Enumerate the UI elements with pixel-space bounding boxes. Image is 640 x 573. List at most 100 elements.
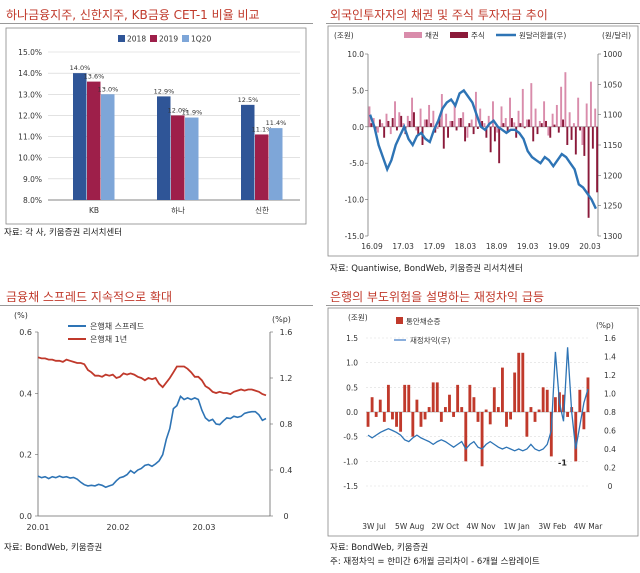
y-tick-label: -5.0 <box>349 159 364 168</box>
stock-bar-11 <box>417 126 420 136</box>
y-tick-label: 12.0% <box>18 111 42 120</box>
x-tick-label: 20.03 <box>579 242 601 251</box>
y-tick-label: 0.4 <box>19 389 32 398</box>
y-tick-label: -0.5 <box>343 433 358 442</box>
flow-bar-2 <box>374 412 378 417</box>
bond-bar-50 <box>581 126 584 145</box>
flow-bar-29 <box>484 409 488 412</box>
stock-bar-22 <box>464 126 467 142</box>
bond-bar-6 <box>394 101 396 127</box>
plot-frame <box>327 307 639 537</box>
y2-tick-label: 1.0 <box>604 390 616 399</box>
flow-bar-23 <box>460 407 464 412</box>
stock-bar-19 <box>451 120 454 127</box>
bond-bar-24 <box>470 119 473 127</box>
stock-bar-51 <box>587 126 590 218</box>
y2-tick-label: 1.6 <box>604 334 616 343</box>
flow-bar-5 <box>386 384 390 412</box>
bond-bar-51 <box>585 103 588 127</box>
y-tick-label: -1.5 <box>343 482 358 491</box>
y2-tick-label: 1.4 <box>604 353 616 362</box>
flow-bar-40 <box>529 407 533 412</box>
bond-bar-23 <box>466 126 469 138</box>
plot-frame <box>327 25 639 257</box>
y-tick-label: 0.2 <box>19 451 32 460</box>
legend-swatch-stock <box>450 32 468 38</box>
flow-bar-30 <box>488 412 492 425</box>
bar-2019-0 <box>87 81 101 200</box>
bond-bar-46 <box>564 72 567 127</box>
left-axis-label: (조원) <box>348 313 368 322</box>
bond-bar-18 <box>445 113 448 127</box>
bond-bar-0 <box>368 106 371 127</box>
flow-bar-45 <box>549 412 553 457</box>
stock-bar-24 <box>472 126 475 135</box>
x-tick-label: 17.03 <box>392 242 414 251</box>
bank-spread-line <box>37 395 267 489</box>
x-tick-label: 4W Nov <box>466 522 496 531</box>
bond-bar-31 <box>500 106 503 127</box>
flow-bar-20 <box>448 394 451 412</box>
stock-bar-2 <box>378 119 381 127</box>
x-tick-label: 2W Oct <box>432 522 460 531</box>
legend-label-yield: 은행채 1년 <box>90 334 127 344</box>
flow-bar-24 <box>464 412 468 462</box>
bar-1Q20-0 <box>101 94 115 200</box>
flow-bar-18 <box>439 412 443 422</box>
flow-bar-17 <box>435 382 439 412</box>
flow-bar-0 <box>366 412 370 427</box>
stock-bar-30 <box>498 126 501 164</box>
stock-bar-37 <box>528 119 530 127</box>
y2-tick-label: 1250 <box>603 202 622 211</box>
x-tick-label: 16.09 <box>361 242 383 251</box>
stock-bar-13 <box>425 119 428 127</box>
y-tick-label: 10.0% <box>18 154 42 163</box>
legend-swatch-2019 <box>150 35 157 42</box>
x-tick-label: 신한 <box>255 206 269 215</box>
flow-bar-33 <box>501 367 504 412</box>
y2-tick-label: 1.6 <box>280 328 293 337</box>
stock-bar-38 <box>532 126 535 142</box>
y2-tick-label: 1200 <box>603 171 622 180</box>
flow-bar-4 <box>382 412 386 422</box>
x-tick-label: 19.09 <box>548 242 570 251</box>
data-label: 11.9% <box>182 109 203 117</box>
y-tick-label: -1.0 <box>343 457 358 466</box>
flow-bar-14 <box>423 412 427 420</box>
fx-line <box>368 88 597 210</box>
stock-bar-0 <box>370 123 373 127</box>
x-tick-label: 3W Jul <box>362 522 386 531</box>
bond-bar-7 <box>398 112 401 127</box>
left-axis-label: (%) <box>14 311 28 320</box>
data-label: 11.4% <box>266 119 287 127</box>
right-axis-label: (%p) <box>596 321 614 330</box>
flow-bar-28 <box>480 412 484 467</box>
legend-label-1Q20: 1Q20 <box>191 35 211 44</box>
stock-bar-42 <box>549 126 552 138</box>
stock-bar-3 <box>383 126 386 138</box>
flow-bar-13 <box>419 412 423 427</box>
panel1-source: 자료: 각 사, 키움증권 리서치센터 <box>4 228 123 238</box>
panel4-note: 주: 재정차익 = 한미간 6개월 금리차이 - 6개월 스왑레이트 <box>330 557 540 567</box>
foreign-flows-chart: (조원) (원/달러) 채권 주식 원달러환율(우) 10.0 5.0 0.0 -5.0 -10.… <box>327 25 639 257</box>
bond-bar-40 <box>538 120 541 127</box>
y-tick-label: 0.5 <box>346 383 358 392</box>
flow-bar-1 <box>370 397 374 412</box>
bond-bar-12 <box>419 108 422 127</box>
stock-bar-5 <box>391 118 394 127</box>
legend-label-spread: 은행채 스프레드 <box>90 321 144 331</box>
flow-bar-42 <box>537 409 541 412</box>
bond-bar-44 <box>555 104 558 127</box>
y-tick-label: 10.0 <box>347 50 364 59</box>
legend-label-2018: 2018 <box>127 35 146 44</box>
y-tick-label: 0.0 <box>352 123 364 132</box>
bond-bar-16 <box>436 126 439 129</box>
bond-bar-38 <box>530 83 533 127</box>
flow-bar-52 <box>578 389 582 412</box>
x-tick-label: 5W Aug <box>395 522 424 531</box>
legend-label-bond: 채권 <box>425 30 439 40</box>
stock-bar-36 <box>523 126 526 129</box>
bond-bar-42 <box>547 126 550 136</box>
bond-bar-33 <box>509 97 511 127</box>
flow-bar-19 <box>443 407 447 412</box>
